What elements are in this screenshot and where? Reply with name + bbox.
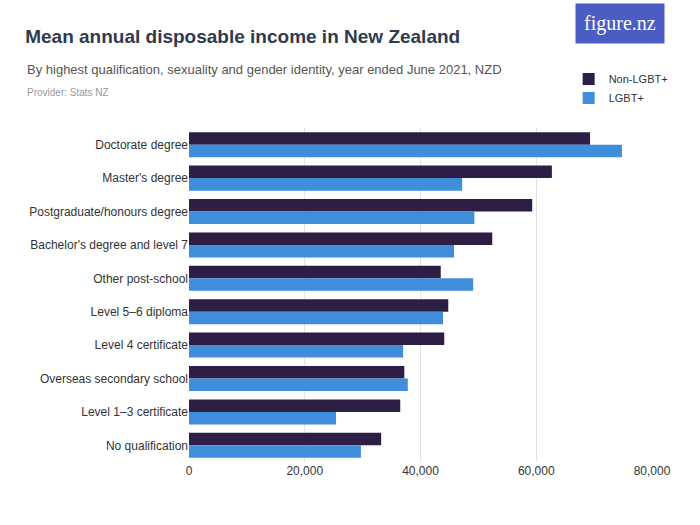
svg-text:By highest qualification, sexu: By highest qualification, sexuality and …	[27, 62, 502, 77]
svg-text:Overseas secondary school: Overseas secondary school	[40, 372, 188, 386]
svg-text:60,000: 60,000	[518, 464, 555, 478]
svg-text:20,000: 20,000	[286, 464, 323, 478]
svg-text:Level 4 certificate: Level 4 certificate	[95, 338, 189, 352]
svg-text:Bachelor's degree and level 7: Bachelor's degree and level 7	[30, 238, 188, 252]
svg-text:Doctorate degree: Doctorate degree	[95, 138, 188, 152]
svg-text:Mean annual disposable income: Mean annual disposable income in New Zea…	[25, 26, 460, 47]
svg-text:80,000: 80,000	[634, 464, 671, 478]
svg-text:Level 5–6 diploma: Level 5–6 diploma	[91, 305, 189, 319]
svg-text:Provider: Stats NZ: Provider: Stats NZ	[27, 87, 109, 98]
svg-text:Master's degree: Master's degree	[102, 171, 188, 185]
svg-text:Postgraduate/honours degree: Postgraduate/honours degree	[29, 205, 188, 219]
svg-text:0: 0	[186, 464, 193, 478]
svg-text:LGBT+: LGBT+	[609, 92, 644, 104]
svg-text:40,000: 40,000	[402, 464, 439, 478]
svg-text:Level 1–3 certificate: Level 1–3 certificate	[81, 405, 188, 419]
svg-text:Other post-school: Other post-school	[93, 272, 188, 286]
svg-text:Non-LGBT+: Non-LGBT+	[609, 73, 668, 85]
svg-text:No qualification: No qualification	[106, 439, 188, 453]
svg-text:figure.nz: figure.nz	[584, 12, 656, 35]
